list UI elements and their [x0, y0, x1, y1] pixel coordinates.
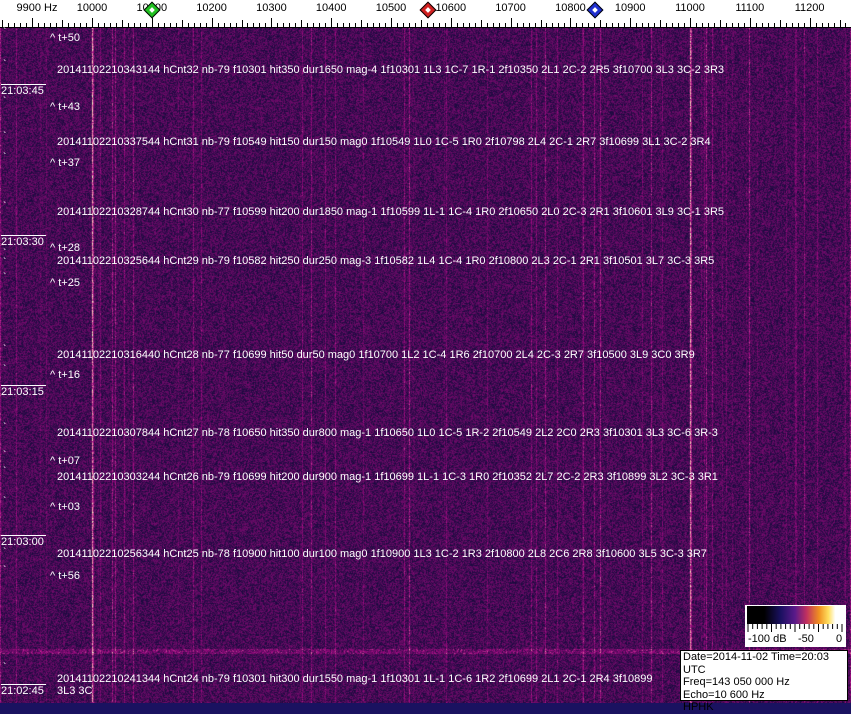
- info-date-time: Date=2014-11-02 Time=20:03 UTC: [683, 651, 829, 676]
- legend-label-min: -100 dB: [748, 633, 787, 645]
- row-marker: `: [3, 422, 7, 433]
- frequency-axis: 9900 Hz 10000101001020010300104001050010…: [0, 0, 851, 28]
- marker-center: [148, 7, 155, 13]
- time-offset-label: ^ t+28: [50, 242, 80, 254]
- legend-label-mid: -50: [798, 633, 814, 645]
- axis-unit-label: 9900 Hz: [16, 2, 58, 14]
- time-offset-label: ^ t+03: [50, 501, 80, 513]
- legend-ticks: [747, 624, 843, 632]
- marker-center: [425, 7, 431, 13]
- row-marker: `: [3, 59, 7, 70]
- time-label: 21:03:15: [1, 385, 46, 398]
- time-offset-label: ^ t+07: [50, 455, 80, 467]
- row-marker: `: [3, 131, 7, 142]
- freq-label: 10900: [614, 2, 646, 14]
- time-label: 21:02:45: [1, 684, 46, 697]
- time-label: 21:03:45: [1, 84, 46, 97]
- row-marker: `: [3, 547, 7, 558]
- freq-label: 11200: [794, 2, 825, 14]
- detection-record: 20141102210241344 hCnt24 nb-79 f10301 hi…: [57, 673, 653, 697]
- info-echo: Echo=10 600 Hz: [683, 688, 765, 701]
- row-marker: `: [3, 201, 7, 212]
- marker-center: [592, 7, 598, 13]
- freq-label: 10400: [315, 2, 347, 14]
- detection-record: 20141102210343144 hCnt32 nb-79 f10301 hi…: [57, 64, 725, 76]
- freq-label: 10800: [555, 2, 586, 14]
- detection-record: 20141102210303244 hCnt26 nb-79 f10699 hi…: [57, 471, 718, 483]
- row-marker: `: [3, 257, 7, 268]
- row-marker: `: [3, 152, 7, 163]
- axis-ticks: [0, 18, 851, 28]
- time-offset-label: ^ t+25: [50, 277, 80, 289]
- detection-record: 20141102210325644 hCnt29 nb-79 f10582 hi…: [57, 255, 715, 267]
- detection-record: 20141102210328744 hCnt30 nb-77 f10599 hi…: [57, 206, 725, 218]
- row-marker: `: [3, 496, 7, 507]
- row-marker: `: [3, 344, 7, 355]
- row-marker: `: [3, 96, 7, 107]
- detection-record: 20141102210316440 hCnt28 nb-77 f10699 hi…: [57, 349, 695, 361]
- time-offset-label: ^ t+56: [50, 570, 80, 582]
- freq-label: 10700: [495, 2, 526, 14]
- freq-label: 11100: [735, 2, 765, 14]
- row-marker: `: [3, 272, 7, 283]
- row-marker: `: [3, 248, 7, 259]
- freq-label: 10200: [196, 2, 227, 14]
- freq-label: 10000: [76, 2, 108, 14]
- row-marker: `: [3, 565, 7, 576]
- color-scale-legend: -100 dB -50 0: [745, 605, 846, 647]
- time-offset-label: ^ t+37: [50, 157, 80, 169]
- time-label: 21:03:00: [1, 535, 46, 548]
- freq-label: 10500: [375, 2, 407, 14]
- info-box: Date=2014-11-02 Time=20:03 UTC Freq=143 …: [680, 650, 848, 713]
- time-offset-label: ^ t+16: [50, 369, 80, 381]
- detection-record: 20141102210337544 hCnt31 nb-79 f10549 hi…: [57, 136, 711, 148]
- freq-label: 10600: [435, 2, 467, 14]
- row-marker: `: [3, 364, 7, 375]
- row-marker: `: [3, 662, 7, 673]
- spectrogram-waterfall: [0, 28, 851, 703]
- row-marker: `: [3, 450, 7, 461]
- time-offset-label: ^ t+50: [50, 32, 80, 44]
- freq-label: 10300: [256, 2, 287, 14]
- freq-label: 11000: [675, 2, 705, 14]
- legend-label-max: 0: [836, 633, 843, 645]
- detection-record: 20141102210307844 hCnt27 nb-78 f10650 hi…: [57, 427, 718, 439]
- color-scale-bar: [747, 606, 843, 624]
- row-marker: `: [3, 466, 7, 477]
- detection-record: 20141102210256344 hCnt25 nb-78 f10900 hi…: [57, 548, 707, 560]
- row-marker: `: [3, 27, 7, 38]
- time-label: 21:03:30: [1, 235, 46, 248]
- info-frequency: Freq=143 050 000 Hz: [683, 676, 790, 688]
- time-offset-label: ^ t+43: [50, 101, 80, 113]
